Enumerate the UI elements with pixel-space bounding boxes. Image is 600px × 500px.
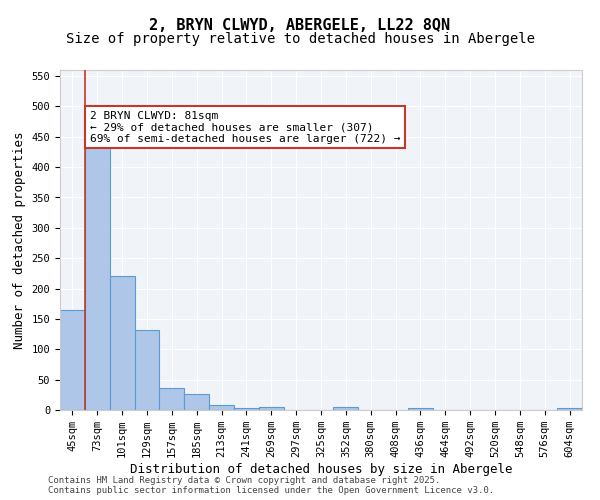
Bar [85,137,110,410]
Bar [234,408,259,410]
Text: 2, BRYN CLWYD, ABERGELE, LL22 8QN: 2, BRYN CLWYD, ABERGELE, LL22 8QN [149,18,451,32]
X-axis label: Distribution of detached houses by size in Abergele: Distribution of detached houses by size … [130,463,512,476]
Bar [110,276,134,410]
Text: 2 BRYN CLWYD: 81sqm
← 29% of detached houses are smaller (307)
69% of semi-detac: 2 BRYN CLWYD: 81sqm ← 29% of detached ho… [90,111,400,144]
Bar [408,408,433,410]
Bar [557,408,582,410]
Bar [134,330,160,410]
Bar [60,310,85,410]
Bar [184,394,209,410]
Bar [259,407,284,410]
Bar [160,388,184,410]
Text: Contains HM Land Registry data © Crown copyright and database right 2025.
Contai: Contains HM Land Registry data © Crown c… [48,476,494,495]
Bar [334,407,358,410]
Text: Size of property relative to detached houses in Abergele: Size of property relative to detached ho… [65,32,535,46]
Y-axis label: Number of detached properties: Number of detached properties [13,131,26,349]
Bar [209,405,234,410]
